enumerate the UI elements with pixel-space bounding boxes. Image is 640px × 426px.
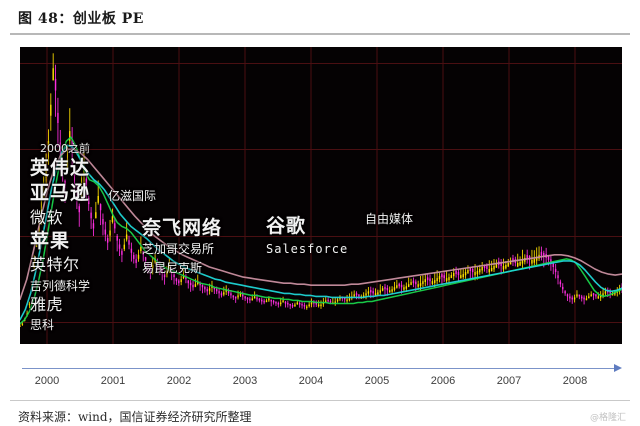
x-tick-2000: 2000 bbox=[34, 375, 60, 387]
x-tick-2001: 2001 bbox=[100, 375, 126, 387]
x-axis-arrow-icon bbox=[614, 364, 622, 372]
title-divider bbox=[10, 33, 630, 35]
x-tick-2008: 2008 bbox=[562, 375, 588, 387]
x-tick-2007: 2007 bbox=[496, 375, 522, 387]
footer-divider bbox=[10, 400, 630, 401]
page-title: 图 48：创业板 PE bbox=[18, 11, 144, 27]
chart-plot-area: 2000之前 英伟达 亚马逊 微软 苹果 英特尔 吉列德科学 雅虎 思科… 亿滋国际 奈飞网络 芝加哥… bbox=[20, 47, 622, 344]
watermark-label: @格隆汇 bbox=[589, 413, 626, 423]
chart-container: 2000之前 英伟达 亚马逊 微软 苹果 英特尔 吉列德科学 雅虎 思科… 亿滋国际 奈飞网络 芝加哥… bbox=[20, 47, 622, 344]
x-tick-2005: 2005 bbox=[364, 375, 390, 387]
figure-header: 图 48：创业板 PE bbox=[0, 0, 640, 36]
x-tick-2004: 2004 bbox=[298, 375, 324, 387]
x-tick-2006: 2006 bbox=[430, 375, 456, 387]
x-tick-2003: 2003 bbox=[232, 375, 258, 387]
x-tick-2002: 2002 bbox=[166, 375, 192, 387]
chart-gridlines bbox=[20, 47, 622, 344]
x-axis-line bbox=[22, 368, 616, 369]
source-note: 资料来源：wind，国信证券经济研究所整理 bbox=[18, 410, 252, 424]
chart-series-layer bbox=[20, 53, 622, 327]
